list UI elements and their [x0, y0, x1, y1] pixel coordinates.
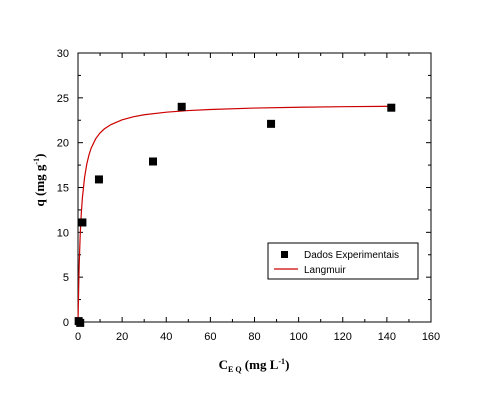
legend-label-experimental: Dados Experimentais [304, 250, 399, 261]
axis-ticks: 0 20 40 60 80 100 120 140 160 0 5 10 15 20 25 30 [57, 48, 440, 343]
x-tick-label: 120 [334, 331, 352, 343]
x-tick-label: 60 [204, 331, 216, 343]
x-axis-title: CE Q (mg L-1) [219, 357, 290, 374]
x-tick-label: 0 [75, 331, 81, 343]
y-axis-title-close: ) [32, 154, 47, 158]
x-axis-title-subscript: E Q [228, 365, 242, 374]
y-tick-label: 30 [57, 48, 69, 60]
x-axis-title-close: ) [285, 357, 289, 372]
x-axis-title-unit: (mg L [242, 357, 279, 372]
y-axis-title-main: q (mg g [32, 164, 47, 206]
legend: Dados Experimentais Langmuir [267, 242, 419, 280]
data-point-marker [149, 157, 158, 166]
data-point-marker [76, 318, 85, 327]
data-point-marker [267, 119, 276, 128]
y-tick-label: 25 [57, 93, 69, 105]
x-tick-label: 140 [378, 331, 396, 343]
x-tick-label: 160 [422, 331, 440, 343]
x-tick-label: 100 [289, 331, 307, 343]
data-point-marker [78, 218, 87, 227]
y-tick-label: 20 [57, 138, 69, 150]
x-tick-label: 40 [160, 331, 172, 343]
legend-label-langmuir: Langmuir [304, 265, 346, 276]
y-tick-label: 0 [63, 317, 69, 329]
legend-box [267, 242, 419, 280]
x-tick-label: 80 [248, 331, 260, 343]
data-point-marker [94, 175, 103, 184]
y-tick-label: 10 [57, 227, 69, 239]
legend-marker-experimental [281, 251, 288, 258]
data-point-marker [387, 103, 396, 112]
x-axis-title-superscript: -1 [278, 357, 285, 366]
data-point-marker [177, 102, 186, 111]
x-axis-title-main: C [219, 357, 228, 372]
y-tick-label: 15 [57, 183, 69, 195]
plot-area-border [77, 52, 432, 323]
y-axis-title-superscript: -1 [32, 158, 41, 165]
y-tick-label: 5 [63, 272, 69, 284]
x-tick-label: 20 [116, 331, 128, 343]
plot-frame [77, 52, 432, 323]
langmuir-fit-line [77, 105, 392, 323]
y-axis-title: q (mg g-1) [32, 154, 47, 207]
series-layer [74, 102, 396, 327]
